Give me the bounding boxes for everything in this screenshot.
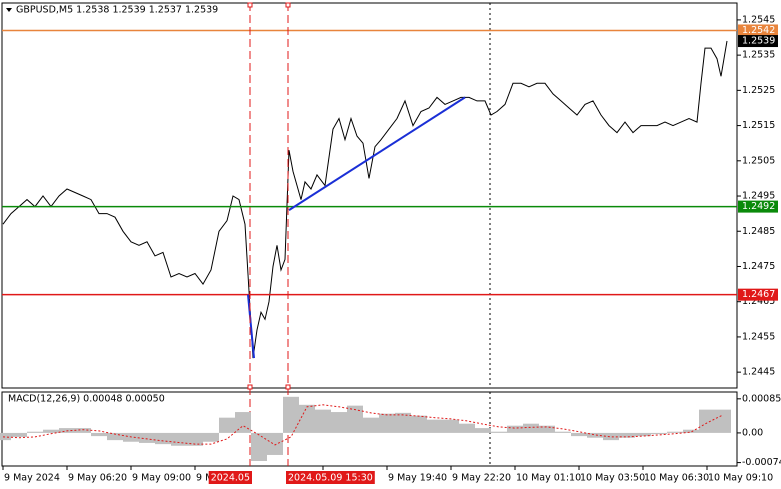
y-tick-label: 1.2475 — [742, 261, 775, 272]
macd-bar — [491, 431, 507, 433]
macd-bar — [347, 405, 363, 433]
macd-bar — [395, 412, 411, 433]
macd-bar — [683, 429, 699, 433]
y-tick-label: 1.2445 — [742, 367, 775, 378]
macd-bar — [235, 412, 251, 433]
vertical-line-label-box — [286, 471, 375, 484]
x-tick-label: 10 May 01:10 — [516, 473, 581, 484]
y-tick-label: 1.2495 — [742, 191, 775, 202]
macd-bar — [331, 412, 347, 433]
macd-bar — [427, 419, 443, 433]
macd-bar — [379, 413, 395, 433]
macd-bar — [363, 417, 379, 433]
macd-bar — [155, 432, 171, 445]
x-tick-label: 9 May 06:20 — [68, 473, 127, 484]
macd-bar — [91, 432, 107, 437]
vertical-line-handle — [285, 2, 291, 8]
macd-bar — [203, 432, 219, 442]
vertical-line-label: 2024.05.09 15:30 — [288, 473, 373, 484]
macd-bar — [635, 432, 651, 437]
y-tick-label: 1.2505 — [742, 155, 775, 166]
x-tick-label: 9 May 22:20 — [452, 473, 511, 484]
macd-bar — [411, 415, 427, 433]
level-label-box — [738, 288, 778, 301]
y-tick-label: 1.2545 — [742, 14, 775, 25]
x-tick-label: 9 May 19:40 — [388, 473, 447, 484]
vertical-line-handle — [247, 2, 253, 8]
x-tick-label: 9 May 2024 — [4, 473, 60, 484]
macd-bar — [443, 419, 459, 433]
vertical-line-handle — [247, 384, 253, 390]
vertical-line-label: 2024.05 — [211, 473, 250, 484]
macd-bar — [107, 432, 123, 441]
menu-triangle — [6, 8, 12, 12]
x-tick-label: 10 May 03:50 — [580, 473, 645, 484]
macd-bar — [0, 432, 11, 441]
macd-bar — [651, 432, 667, 435]
macd-panel-frame — [1, 391, 738, 467]
price-line — [2, 40, 728, 359]
macd-bar — [459, 423, 475, 433]
x-tick-label: 9 May 09:00 — [132, 473, 191, 484]
y-tick-label: -0.00074 — [742, 457, 781, 468]
macd-bar — [571, 432, 587, 437]
current-price-label: 1.2539 — [742, 36, 775, 47]
level-label-box — [738, 24, 778, 37]
macd-bar — [299, 404, 315, 433]
macd-bar — [619, 432, 635, 438]
price-panel-frame — [1, 2, 738, 389]
macd-bar — [555, 431, 571, 433]
x-tick-label: 10 May 09:10 — [708, 473, 773, 484]
macd-bar — [187, 432, 203, 446]
vertical-line-handle — [285, 384, 291, 390]
signal-line — [2, 404, 724, 446]
macd-bar — [699, 409, 715, 433]
macd-bar — [27, 431, 43, 433]
y-tick-label: 1.2525 — [742, 85, 775, 96]
macd-bar — [315, 409, 331, 433]
macd-bar — [539, 425, 555, 433]
y-tick-label: 1.2535 — [742, 50, 775, 61]
macd-bar — [715, 409, 731, 433]
level-label: 1.2467 — [742, 289, 775, 300]
chart-title: GBPUSD,M5 1.2538 1.2539 1.2537 1.2539 — [16, 5, 218, 16]
y-tick-label: 1.2515 — [742, 120, 775, 131]
trend-line — [288, 96, 466, 211]
macd-bar — [139, 432, 155, 443]
macd-bar — [283, 396, 299, 433]
current-price-box — [738, 35, 778, 48]
macd-title: MACD(12,26,9) 0.00048 0.00050 — [8, 394, 165, 405]
x-tick-label: 9 M — [196, 473, 213, 484]
trend-line — [247, 294, 255, 359]
macd-bar — [11, 432, 27, 437]
macd-bar — [219, 417, 235, 433]
macd-bar — [587, 432, 603, 438]
macd-bar — [171, 432, 187, 446]
y-tick-label: 0.00085 — [742, 393, 781, 404]
macd-bar — [75, 428, 91, 433]
y-tick-label: 1.2485 — [742, 226, 775, 237]
macd-bar — [43, 429, 59, 433]
macd-bar — [667, 431, 683, 433]
level-label-box — [738, 200, 778, 213]
macd-bar — [523, 423, 539, 433]
vertical-line-label-box — [208, 471, 252, 484]
y-tick-label: 0.00 — [742, 427, 763, 438]
macd-bar — [251, 432, 267, 461]
x-tick-label: 10 May 06:30 — [644, 473, 709, 484]
y-tick-label: 1.2465 — [742, 296, 775, 307]
macd-bar — [475, 428, 491, 433]
macd-bar — [603, 432, 619, 441]
y-tick-label: 1.2455 — [742, 331, 775, 342]
level-label: 1.2492 — [742, 201, 775, 212]
level-label: 1.2542 — [742, 25, 775, 36]
macd-bar — [267, 432, 283, 455]
macd-bar — [507, 425, 523, 433]
